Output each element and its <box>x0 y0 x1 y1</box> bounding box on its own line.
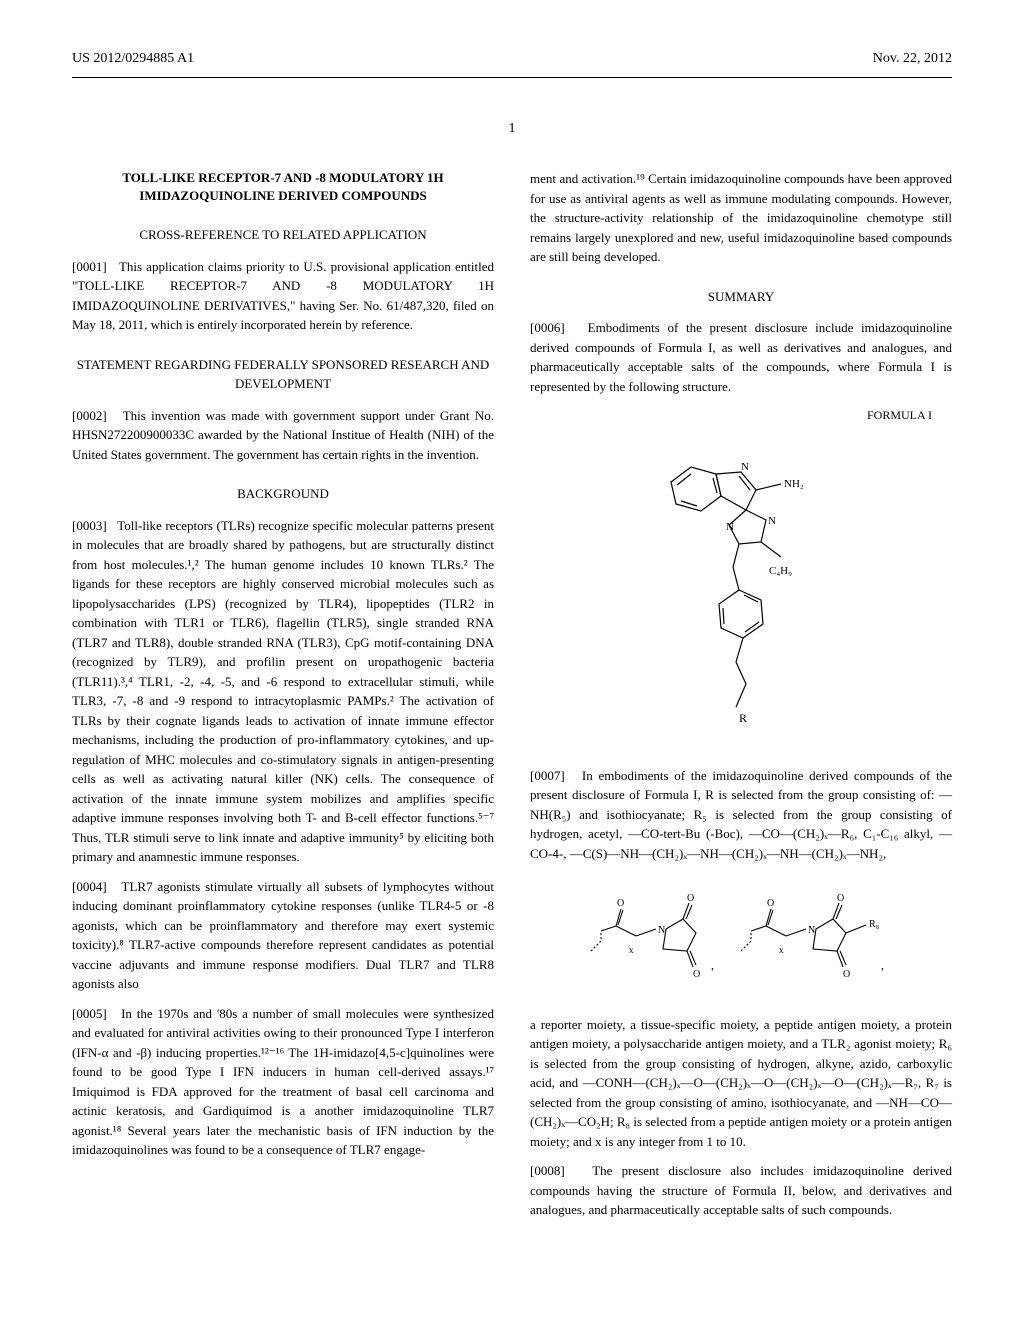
svg-text:O: O <box>767 898 774 909</box>
formula-i-structure: N N N NH₂ C₄H₉ <box>530 432 952 738</box>
para-text: The present disclosure also includes imi… <box>530 1163 952 1217</box>
paragraph-0003: [0003] Toll-like receptors (TLRs) recogn… <box>72 516 494 867</box>
paragraph-0001: [0001] This application claims priority … <box>72 257 494 335</box>
svg-text:R₈: R₈ <box>869 919 880 930</box>
para-text: Toll-like receptors (TLRs) recognize spe… <box>72 518 494 865</box>
para-text: In the 1970s and '80s a number of small … <box>72 1006 494 1158</box>
svg-text:x: x <box>629 945 634 955</box>
para-num: [0004] <box>72 879 107 894</box>
chemical-fragments-icon: O x N O O , <box>581 881 901 981</box>
right-column: ment and activation.¹⁹ Certain imidazoqu… <box>530 169 952 1230</box>
paragraph-0004: [0004] TLR7 agonists stimulate virtually… <box>72 877 494 994</box>
para-text: In embodiments of the imidazoquinoline d… <box>530 768 952 861</box>
para-num: [0006] <box>530 320 565 335</box>
background-heading: BACKGROUND <box>72 484 494 504</box>
content-columns: TOLL-LIKE RECEPTOR-7 AND -8 MODULATORY 1… <box>72 169 952 1230</box>
para-num: [0008] <box>530 1163 565 1178</box>
para-text: Embodiments of the present disclosure in… <box>530 320 952 394</box>
svg-text:N: N <box>768 515 776 527</box>
paragraph-continuation: ment and activation.¹⁹ Certain imidazoqu… <box>530 169 952 267</box>
publication-date: Nov. 22, 2012 <box>873 48 952 69</box>
fragment-structures: O x N O O , <box>530 881 952 987</box>
document-header: US 2012/0294885 A1 Nov. 22, 2012 <box>72 48 952 78</box>
svg-text:NH₂: NH₂ <box>784 478 804 490</box>
svg-text:R: R <box>739 711 747 725</box>
svg-text:N: N <box>658 925 665 936</box>
svg-text:,: , <box>711 958 714 972</box>
document-title: TOLL-LIKE RECEPTOR-7 AND -8 MODULATORY 1… <box>72 169 494 205</box>
paragraph-0008: [0008] The present disclosure also inclu… <box>530 1161 952 1220</box>
svg-text:,: , <box>881 958 884 972</box>
formula-label: FORMULA I <box>530 406 952 424</box>
paragraph-0006: [0006] Embodiments of the present disclo… <box>530 318 952 396</box>
federal-heading: STATEMENT REGARDING FEDERALLY SPONSORED … <box>72 355 494 394</box>
para-num: [0003] <box>72 518 107 533</box>
page-number: 1 <box>72 118 952 139</box>
left-column: TOLL-LIKE RECEPTOR-7 AND -8 MODULATORY 1… <box>72 169 494 1230</box>
summary-heading: SUMMARY <box>530 287 952 307</box>
svg-text:O: O <box>687 893 694 904</box>
cross-reference-heading: CROSS-REFERENCE TO RELATED APPLICATION <box>72 225 494 245</box>
svg-text:N: N <box>726 521 734 533</box>
svg-text:O: O <box>837 893 844 904</box>
chemical-structure-icon: N N N NH₂ C₄H₉ <box>641 432 841 732</box>
svg-text:x: x <box>779 945 784 955</box>
para-num: [0001] <box>72 259 107 274</box>
para-num: [0007] <box>530 768 565 783</box>
para-num: [0005] <box>72 1006 107 1021</box>
paragraph-0007: [0007] In embodiments of the imidazoquin… <box>530 766 952 864</box>
svg-text:O: O <box>843 969 850 980</box>
publication-number: US 2012/0294885 A1 <box>72 48 194 69</box>
svg-text:C₄H₉: C₄H₉ <box>769 565 792 577</box>
para-text: This invention was made with government … <box>72 408 494 462</box>
svg-text:N: N <box>741 461 749 473</box>
paragraph-0002: [0002] This invention was made with gove… <box>72 406 494 465</box>
paragraph-0007b: a reporter moiety, a tissue-specific moi… <box>530 1015 952 1152</box>
paragraph-0005: [0005] In the 1970s and '80s a number of… <box>72 1004 494 1160</box>
svg-text:O: O <box>617 898 624 909</box>
svg-text:O: O <box>693 969 700 980</box>
para-num: [0002] <box>72 408 107 423</box>
para-text: This application claims priority to U.S.… <box>72 259 494 333</box>
para-text: TLR7 agonists stimulate virtually all su… <box>72 879 494 992</box>
svg-text:N: N <box>808 925 815 936</box>
